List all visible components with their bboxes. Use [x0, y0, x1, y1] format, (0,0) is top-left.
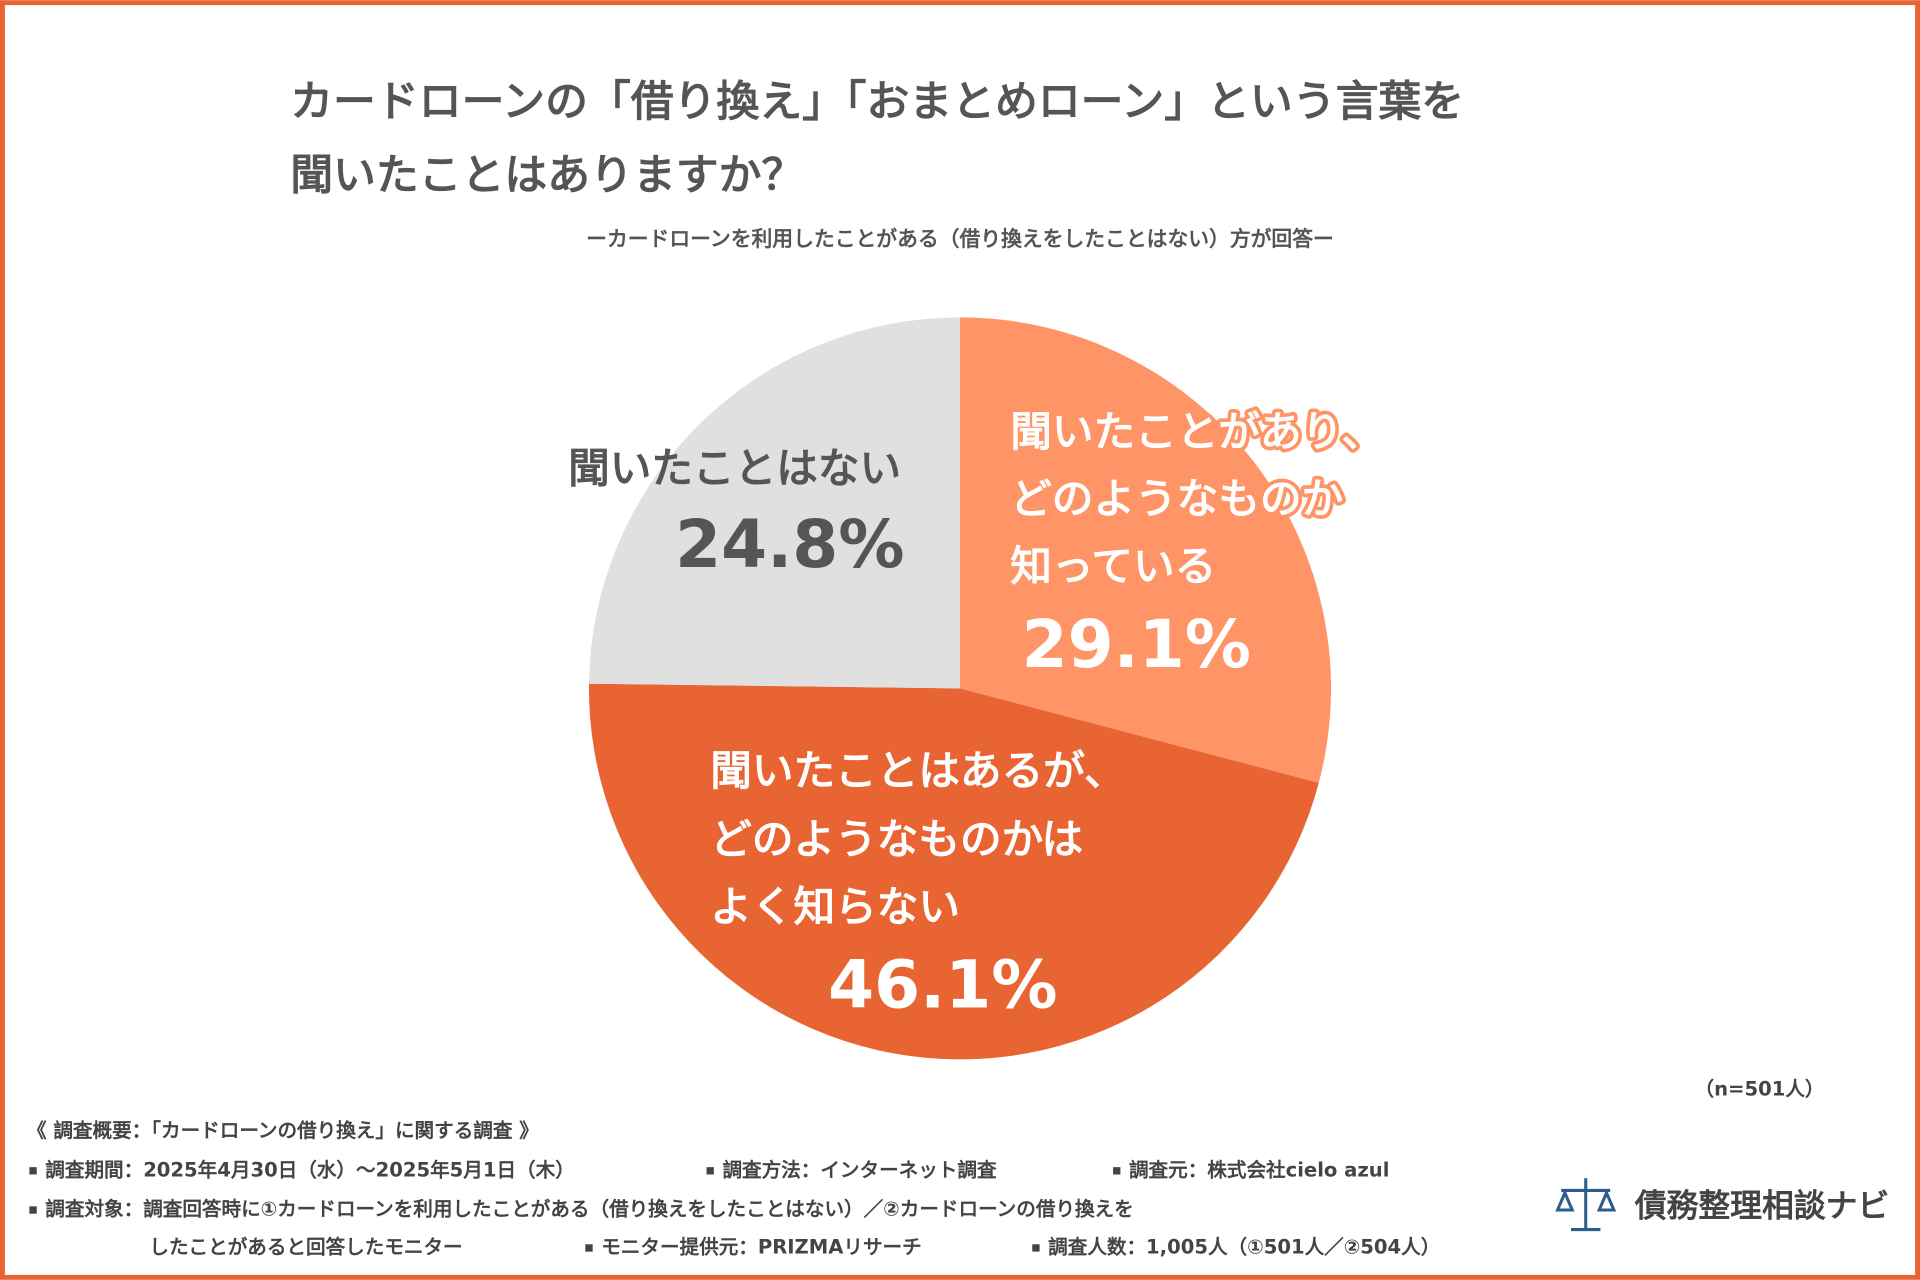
bullets — [29, 1167, 1121, 1252]
pie-slice — [960, 317, 1332, 783]
title-line: カードローンの「借り換え」「おまとめローン」という言葉を — [290, 77, 1464, 127]
footer-item: 調査方法：インターネット調査 — [722, 1158, 997, 1181]
slice-label: どのようなものかは — [710, 815, 1083, 864]
sample-note: （n=501人） — [1695, 1078, 1825, 1101]
slice-label: よく知らない — [710, 882, 960, 931]
footer-item: モニター提供元：PRIZMAリサーチ — [601, 1235, 921, 1258]
slice-label: 知っている — [1010, 542, 1216, 591]
pie — [588, 317, 1332, 1060]
value-label: 24.8% — [675, 506, 904, 583]
footer-item: したことがあると回答したモニター — [149, 1235, 462, 1258]
pie-slice — [588, 683, 1319, 1060]
footer-item: 調査人数：1,005人（①501人／②504人） — [1048, 1235, 1440, 1258]
slice-label: どのようなものか — [1010, 474, 1343, 523]
slice-label: 聞いたことはない — [568, 444, 901, 493]
subtitle: ーカードローンを利用したことがある（借り換えをしたことはない）方が回答ー — [586, 227, 1334, 251]
logo-icon — [1555, 1178, 1617, 1232]
footer-item: 調査元：株式会社cielo azul — [1129, 1158, 1389, 1181]
value-label: 29.1% — [1022, 606, 1251, 683]
footer-item: 調査対象：調査回答時に①カードローンを利用したことがある（借り換えをしたことはな… — [45, 1198, 1133, 1221]
footer-heading: 《 調査概要：「カードローンの借り換え」に関する調査 》 — [27, 1119, 539, 1142]
logo: 債務整理相談ナビ — [1634, 1187, 1890, 1225]
title-line: 聞いたことはありますか？ — [290, 150, 804, 200]
slice-label: 聞いたことはあるが、 — [710, 746, 1125, 795]
slice-label: 聞いたことがあり、 — [1010, 407, 1383, 456]
pie-slice — [589, 317, 960, 689]
value-label: 46.1% — [828, 947, 1057, 1024]
footer-item: 調査期間：2025年4月30日（水）～2025年5月1日（木） — [45, 1158, 575, 1181]
